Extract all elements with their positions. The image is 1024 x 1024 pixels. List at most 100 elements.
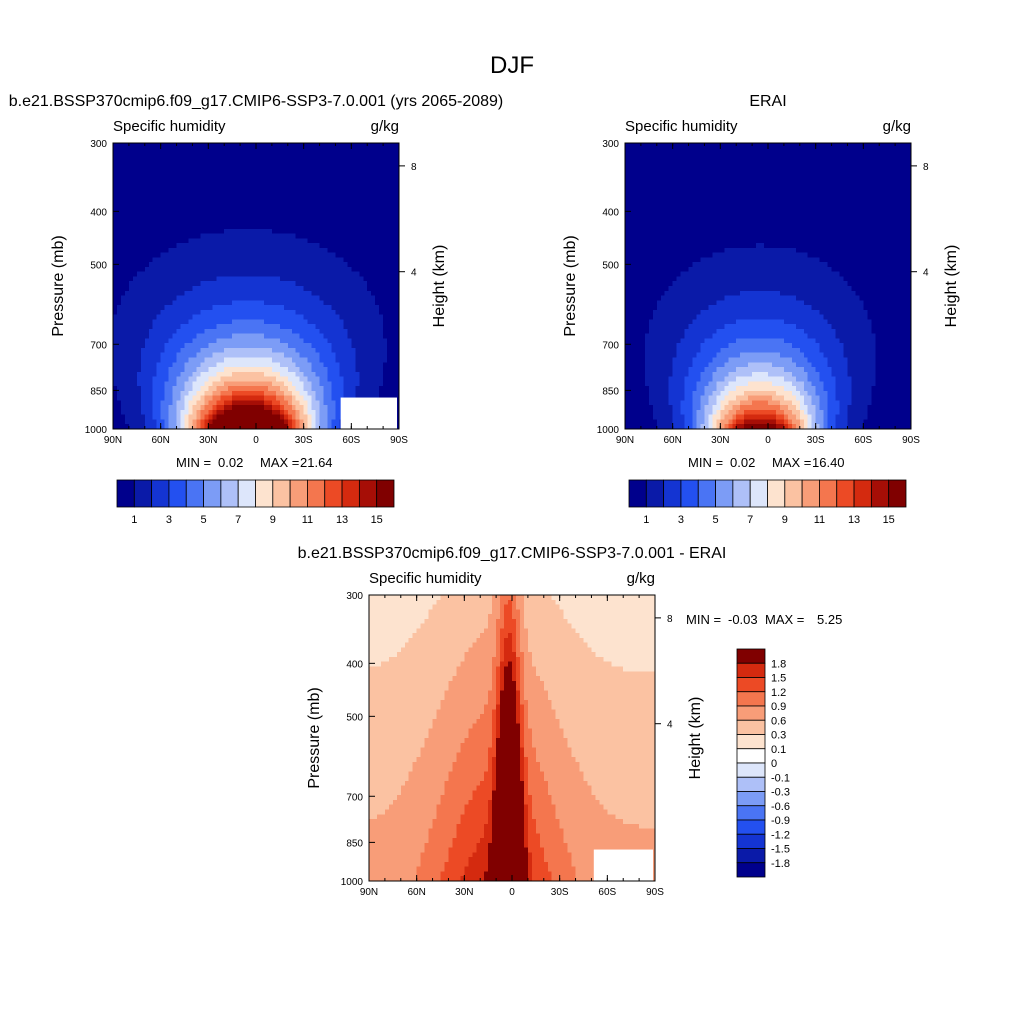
contour-cell: [339, 214, 344, 220]
contour-cell: [152, 233, 158, 239]
contour-cell: [256, 266, 261, 273]
contour-cell: [136, 243, 142, 249]
contour-cell: [287, 238, 293, 244]
contour-cell: [156, 338, 162, 344]
contour-cell: [152, 181, 158, 187]
contour-cell: [795, 157, 801, 163]
contour-cell: [327, 305, 333, 311]
contour-cell: [728, 152, 733, 158]
contour-cell: [375, 266, 380, 273]
contour-cell: [371, 362, 376, 368]
contour-cell: [140, 290, 146, 297]
contour-cell: [240, 209, 245, 216]
contour-cell: [176, 376, 182, 382]
contour-cell: [148, 314, 154, 320]
contour-cell: [172, 371, 178, 378]
contour-cell: [323, 309, 329, 316]
contour-cell: [331, 214, 337, 220]
contour-cell: [307, 281, 313, 287]
contour-cell: [375, 157, 380, 163]
contour-cell: [716, 143, 721, 149]
contour-cell: [700, 147, 706, 154]
contour-cell: [363, 295, 368, 301]
contour-cell: [220, 233, 225, 239]
contour-cell: [124, 381, 130, 387]
contour-cell: [128, 409, 134, 416]
contour-cell: [279, 238, 285, 244]
contour-cell: [200, 157, 205, 163]
contour-cell: [331, 319, 337, 325]
contour-cell: [180, 367, 186, 373]
contour-cell: [196, 357, 201, 363]
contour-cell: [132, 200, 138, 206]
contour-cell: [228, 271, 233, 278]
contour-cell: [895, 152, 900, 158]
contour-cell: [311, 333, 317, 340]
contour-cell: [132, 357, 138, 363]
contour-cell: [283, 405, 289, 411]
contour-cell: [327, 157, 333, 163]
contour-cell: [652, 152, 658, 158]
contour-cell: [220, 166, 225, 173]
contour-cell: [363, 276, 368, 282]
contour-cell: [811, 166, 817, 173]
contour-cell: [295, 357, 301, 363]
contour-cell: [180, 195, 186, 201]
contour-cell: [160, 238, 166, 244]
contour-cell: [339, 243, 344, 249]
contour-cell: [188, 243, 194, 249]
contour-cell: [132, 190, 138, 197]
contour-cell: [224, 185, 229, 192]
contour-cell: [152, 414, 158, 421]
contour-cell: [256, 162, 261, 168]
contour-cell: [196, 333, 201, 340]
contour-cell: [672, 171, 678, 177]
contour-cell: [184, 162, 190, 168]
contour-cell: [252, 386, 257, 392]
contour-cell: [140, 157, 146, 163]
contour-cell: [871, 171, 876, 177]
contour-cell: [136, 309, 142, 316]
contour-cell: [164, 281, 170, 287]
contour-cell: [156, 166, 162, 173]
contour-cell: [355, 362, 360, 368]
contour-cell: [192, 290, 198, 297]
contour-cell: [391, 238, 396, 244]
contour-cell: [267, 319, 273, 325]
contour-cell: [259, 371, 265, 378]
contour-cell: [148, 376, 154, 382]
contour-cell: [323, 224, 329, 230]
contour-cell: [172, 233, 178, 239]
x-tick-label: 60S: [342, 435, 360, 446]
contour-cell: [204, 367, 209, 373]
contour-cell: [692, 157, 698, 163]
contour-cell: [283, 143, 289, 149]
contour-cell: [311, 376, 317, 382]
contour-cell: [204, 171, 209, 177]
contour-cell: [172, 281, 178, 287]
contour-cell: [331, 157, 337, 163]
contour-cell: [216, 367, 221, 373]
contour-cell: [113, 143, 118, 149]
contour-cell: [319, 381, 325, 387]
contour-cell: [132, 276, 138, 282]
contour-cell: [283, 324, 289, 330]
contour-cell: [835, 166, 841, 173]
contour-cell: [132, 295, 138, 301]
contour-cell: [216, 386, 221, 392]
contour-cell: [188, 147, 194, 154]
contour-cell: [208, 319, 213, 325]
contour-cell: [319, 286, 325, 292]
contour-cell: [375, 276, 380, 282]
contour-cell: [315, 367, 321, 373]
contour-cell: [148, 286, 154, 292]
contour-cell: [899, 171, 904, 177]
contour-cell: [327, 300, 333, 306]
contour-cell: [120, 147, 126, 154]
contour-cell: [395, 228, 400, 235]
contour-cell: [295, 238, 301, 244]
contour-cell: [331, 166, 337, 173]
contour-cell: [176, 309, 182, 316]
contour-cell: [331, 252, 337, 258]
contour-cell: [152, 281, 158, 287]
